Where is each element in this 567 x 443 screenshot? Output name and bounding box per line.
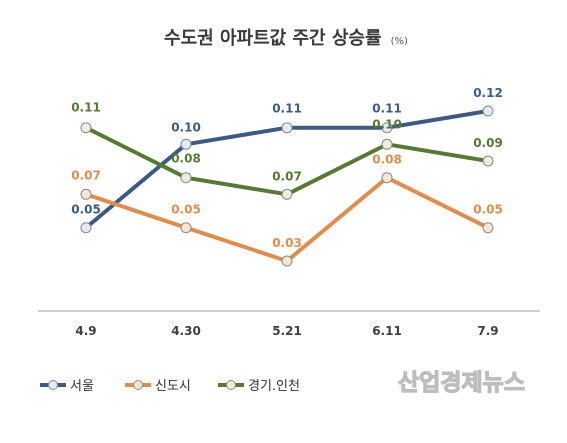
legend-label: 경기.인천 [248, 379, 300, 394]
chart-title: 수도권 아파트값 주간 상승률 (%) [164, 28, 408, 49]
x-tick-label: 5.21 [272, 324, 302, 338]
series-line [85, 125, 489, 197]
x-tick-label: 6.11 [372, 324, 402, 338]
data-point [281, 188, 293, 200]
series-2: 0.11 0.08 0.07 0.10 0.09 [71, 101, 503, 200]
legend: 서울 신도시 경기.인천 [40, 379, 300, 394]
legend-swatch-marker [226, 380, 236, 390]
series-0: 0.050.100.11 0.110.12 [71, 86, 503, 234]
legend-item: 경기.인천 [218, 379, 300, 394]
data-point [80, 222, 92, 234]
data-point [180, 172, 192, 184]
data-point [180, 138, 192, 150]
x-axis-ticks: 4.9 4.30 5.21 6.11 7.9 [75, 324, 498, 338]
series-1: 0.07 0.05 0.03 0.08 0.05 [71, 153, 503, 267]
data-label: 0.07 [71, 168, 101, 182]
legend-swatch-marker [48, 380, 58, 390]
legend-label: 신도시 [155, 379, 191, 394]
data-point [482, 155, 494, 167]
data-label: 0.09 [473, 136, 503, 150]
data-label: 0.10 [171, 120, 201, 134]
data-label: 0.05 [473, 203, 503, 217]
series-lines: 0.050.100.11 0.110.120.070.050.030.080.05… [71, 86, 503, 267]
data-label: 0.08 [171, 152, 201, 166]
data-point [381, 122, 393, 134]
data-label: 0.07 [272, 169, 302, 183]
data-point [381, 172, 393, 184]
chart-title-unit: (%) [391, 36, 408, 47]
x-tick-label: 4.9 [75, 324, 96, 338]
x-tick-label: 7.9 [477, 324, 498, 338]
watermark: 산업경제뉴스 [398, 370, 525, 396]
data-label: 0.08 [372, 153, 402, 167]
data-label: 0.05 [71, 203, 101, 217]
data-point [80, 122, 92, 134]
legend-item: 서울 [40, 379, 94, 394]
data-point [180, 222, 192, 234]
data-point [281, 122, 293, 134]
data-point [80, 188, 92, 200]
data-label: 0.05 [171, 203, 201, 217]
data-point [482, 105, 494, 117]
legend-swatch-marker [133, 380, 143, 390]
chart-title-text: 수도권 아파트값 주간 상승률 [164, 28, 382, 49]
data-point [281, 255, 293, 267]
legend-item: 신도시 [125, 379, 191, 394]
data-point [381, 138, 393, 150]
data-label: 0.11 [372, 102, 402, 116]
data-label: 0.11 [272, 102, 302, 116]
legend-label: 서울 [70, 379, 94, 394]
data-label: 0.11 [71, 101, 101, 115]
data-label: 0.03 [272, 236, 302, 250]
data-label: 0.12 [473, 86, 503, 100]
data-label: 0.10 [372, 117, 402, 131]
x-tick-label: 4.30 [171, 324, 201, 338]
data-point [482, 222, 494, 234]
